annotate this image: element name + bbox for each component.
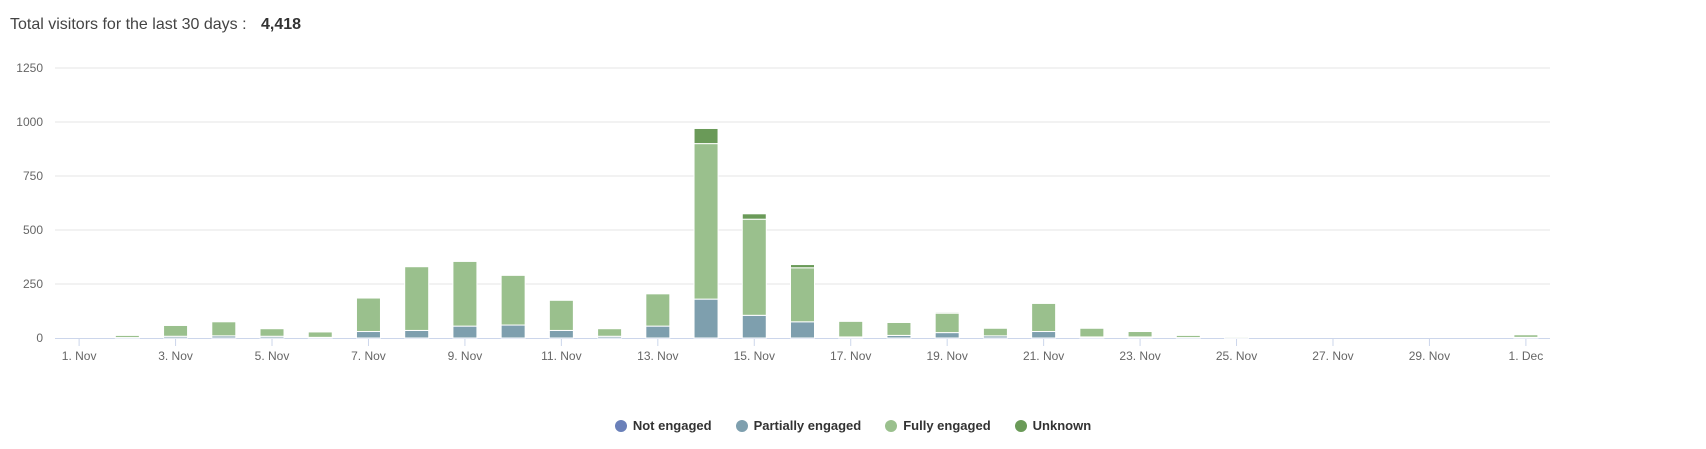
bar-partially-engaged[interactable] xyxy=(500,324,526,339)
bar-fully-engaged[interactable] xyxy=(934,312,960,334)
legend-item-fully-engaged[interactable]: Fully engaged xyxy=(885,418,991,433)
bar-unknown[interactable] xyxy=(645,292,671,295)
legend-label: Unknown xyxy=(1032,418,1092,433)
bar-partially-engaged[interactable] xyxy=(790,321,815,339)
legend-swatch xyxy=(1014,419,1027,432)
x-tick-label: 27. Nov xyxy=(1312,349,1353,363)
bar-fully-engaged[interactable] xyxy=(114,334,140,339)
x-tick-label: 1. Dec xyxy=(1509,349,1544,363)
bar-unknown[interactable] xyxy=(452,260,478,262)
bar-fully-engaged[interactable] xyxy=(1513,334,1539,338)
x-tick-label: 11. Nov xyxy=(541,349,581,363)
legend-label: Fully engaged xyxy=(903,418,991,433)
y-tick-label: 250 xyxy=(23,277,43,291)
bar-unknown[interactable] xyxy=(693,127,719,145)
bar-fully-engaged[interactable] xyxy=(982,327,1008,337)
y-tick-label: 1250 xyxy=(16,61,43,75)
bar-unknown[interactable] xyxy=(790,264,815,269)
y-tick-label: 1000 xyxy=(16,115,43,129)
legend-swatch xyxy=(885,419,898,432)
x-tick-label: 3. Nov xyxy=(158,349,193,363)
bar-fully-engaged[interactable] xyxy=(886,321,912,336)
x-tick-label: 17. Nov xyxy=(830,349,871,363)
bar-fully-engaged[interactable] xyxy=(548,299,574,331)
bar-fully-engaged[interactable] xyxy=(404,266,430,331)
x-tick-label: 23. Nov xyxy=(1119,349,1160,363)
bar-partially-engaged[interactable] xyxy=(645,325,671,339)
bar-partially-engaged[interactable] xyxy=(693,298,719,339)
bar-unknown[interactable] xyxy=(886,321,912,323)
bar-fully-engaged[interactable] xyxy=(500,274,526,326)
bar-partially-engaged[interactable] xyxy=(404,329,430,339)
bar-unknown[interactable] xyxy=(934,311,960,314)
bar-fully-engaged[interactable] xyxy=(452,260,478,327)
y-tick-label: 0 xyxy=(36,331,43,345)
x-tick-label: 1. Nov xyxy=(62,349,97,363)
bar-partially-engaged[interactable] xyxy=(741,314,767,339)
bar-fully-engaged[interactable] xyxy=(693,143,719,300)
bar-fully-engaged[interactable] xyxy=(1079,327,1105,338)
bar-partially-engaged[interactable] xyxy=(355,331,381,339)
x-tick-label: 25. Nov xyxy=(1216,349,1257,363)
x-tick-label: 5. Nov xyxy=(255,349,290,363)
y-tick-label: 500 xyxy=(23,223,43,237)
legend-item-unknown[interactable]: Unknown xyxy=(1014,418,1092,433)
bar-fully-engaged[interactable] xyxy=(1175,334,1201,339)
bar-fully-engaged[interactable] xyxy=(1224,336,1250,339)
total-visitors-value: 4,418 xyxy=(261,16,302,33)
visitors-stacked-bar-chart: 0 250 500 750 1000 1250 1. Nov 3. Nov 5. Nov 7. N… xyxy=(16,61,1550,363)
legend-label: Partially engaged xyxy=(753,418,862,433)
legend-swatch xyxy=(735,419,748,432)
bar-partially-engaged[interactable] xyxy=(934,332,960,339)
bar-fully-engaged[interactable] xyxy=(1127,331,1153,338)
bar-fully-engaged[interactable] xyxy=(741,218,767,316)
x-tick-label: 13. Nov xyxy=(637,349,678,363)
y-tick-label: 750 xyxy=(23,169,43,183)
legend-label: Not engaged xyxy=(632,418,712,433)
bar-partially-engaged[interactable] xyxy=(1031,331,1057,339)
bar-fully-engaged[interactable] xyxy=(597,328,623,337)
legend-item-partially-engaged[interactable]: Partially engaged xyxy=(735,418,862,433)
bar-fully-engaged[interactable] xyxy=(1031,302,1057,333)
bar-unknown[interactable] xyxy=(741,213,767,220)
x-tick-label: 21. Nov xyxy=(1023,349,1064,363)
bar-fully-engaged[interactable] xyxy=(163,324,189,337)
x-tick-label: 9. Nov xyxy=(448,349,483,363)
chart-header: Total visitors for the last 30 days : 4,… xyxy=(10,16,301,34)
bar-unknown[interactable] xyxy=(548,299,574,301)
bar-fully-engaged[interactable] xyxy=(838,320,864,338)
bar-fully-engaged[interactable] xyxy=(790,267,815,323)
legend-swatch xyxy=(614,419,627,432)
bar-partially-engaged[interactable] xyxy=(548,329,574,339)
bar-fully-engaged[interactable] xyxy=(355,297,381,333)
legend-item-not-engaged[interactable]: Not engaged xyxy=(614,418,712,433)
bar-fully-engaged[interactable] xyxy=(211,321,237,337)
chart-legend: Not engaged Partially engaged Fully engage… xyxy=(0,418,1706,433)
x-tick-label: 19. Nov xyxy=(926,349,967,363)
bar-fully-engaged[interactable] xyxy=(259,328,285,337)
x-tick-label: 15. Nov xyxy=(734,349,775,363)
bar-fully-engaged[interactable] xyxy=(307,331,333,338)
total-visitors-label: Total visitors for the last 30 days : xyxy=(10,16,247,33)
bar-fully-engaged[interactable] xyxy=(645,293,671,327)
x-tick-label: 29. Nov xyxy=(1409,349,1450,363)
x-tick-label: 7. Nov xyxy=(351,349,386,363)
bar-partially-engaged[interactable] xyxy=(452,325,478,339)
